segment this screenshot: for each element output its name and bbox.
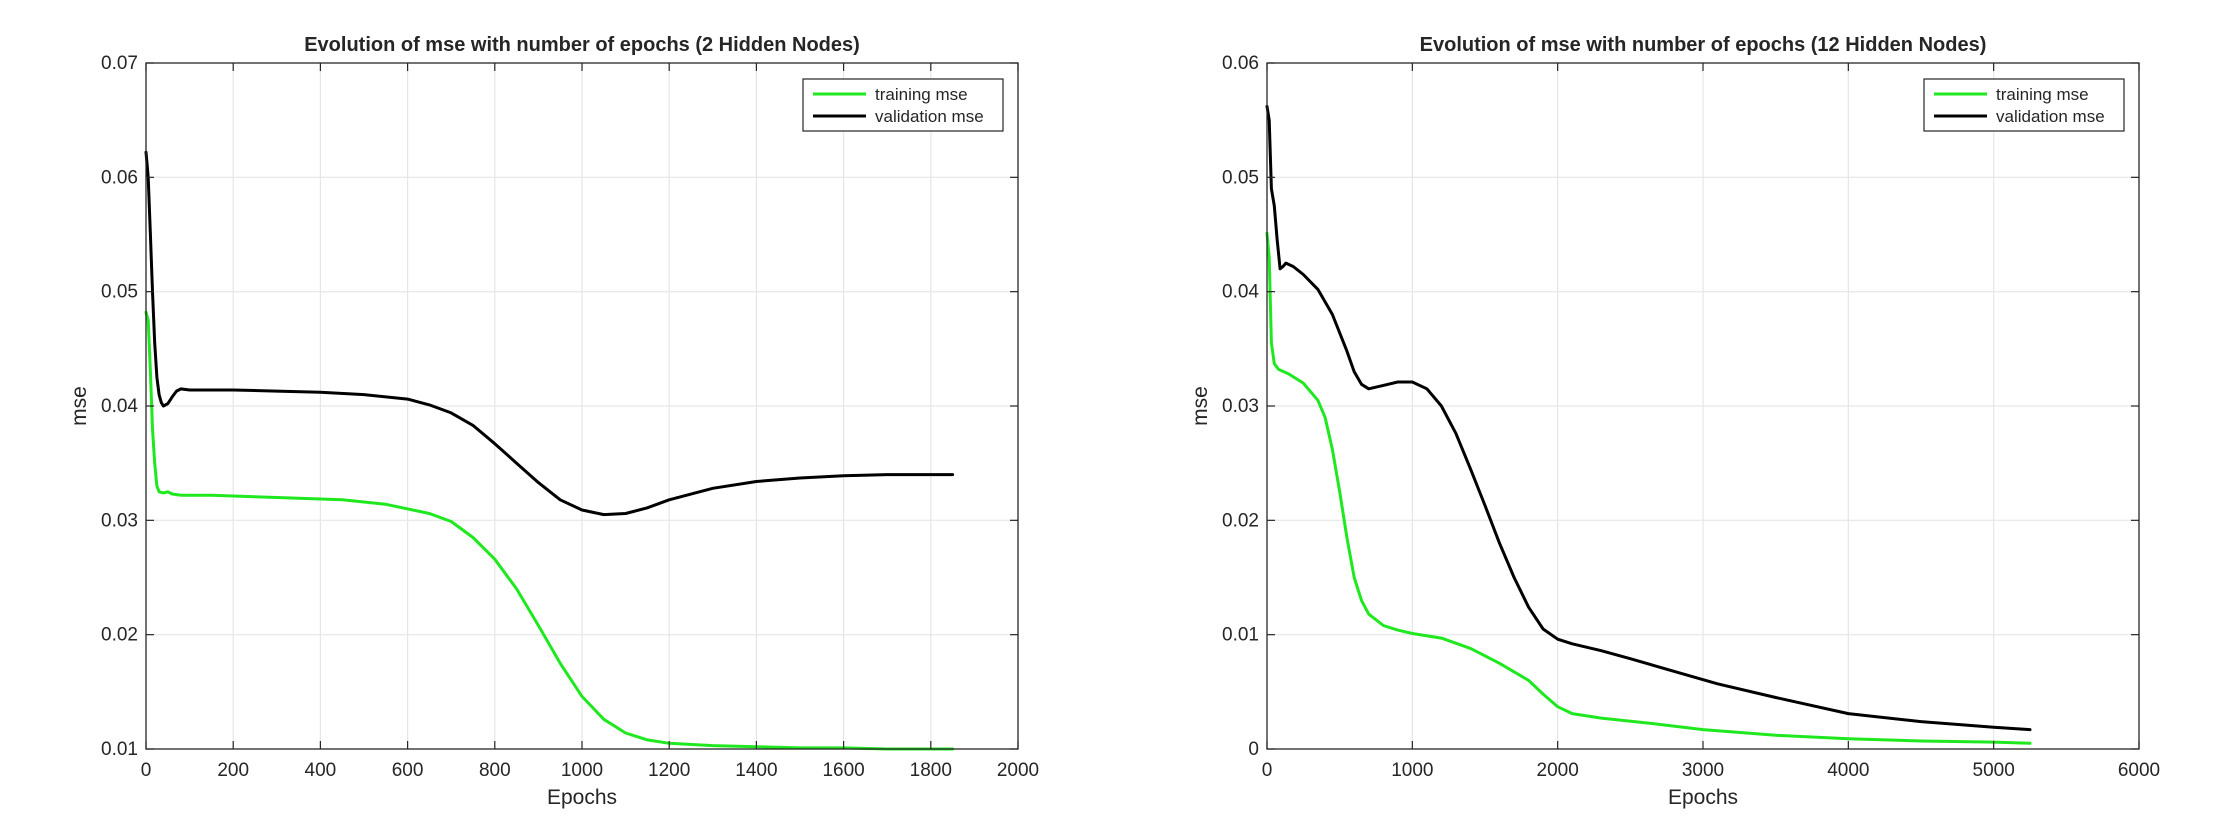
y-tick-label: 0.05 [101, 282, 138, 303]
x-tick-label: 800 [479, 760, 511, 781]
x-tick-label: 400 [305, 760, 337, 781]
legend-box [802, 78, 1004, 132]
y-tick-label: 0.03 [101, 510, 138, 531]
x-tick-label: 0 [1262, 760, 1273, 781]
chart-title: Evolution of mse with number of epochs (… [304, 34, 860, 56]
x-axis-label: Epochs [547, 786, 617, 809]
legend-box [1923, 78, 2125, 132]
x-axis-label: Epochs [1668, 786, 1738, 809]
series-line-training-mse [144, 310, 955, 751]
y-tick-label: 0.05 [1222, 167, 1259, 188]
x-tick-label: 6000 [2118, 760, 2160, 781]
x-tick-label: 1400 [735, 760, 777, 781]
legend: training mse validation mse [802, 78, 1004, 132]
y-tick-label: 0.02 [1222, 510, 1259, 531]
y-tick-label: 0.02 [101, 625, 138, 646]
y-tick-label: 0.04 [1222, 282, 1259, 303]
y-axis-label: mse [1189, 386, 1212, 426]
x-tick-label: 2000 [1537, 760, 1579, 781]
x-tick-label: 200 [217, 760, 249, 781]
series-line-validation-mse [1265, 104, 2032, 732]
x-tick-label: 1800 [910, 760, 952, 781]
x-tick-label: 1000 [561, 760, 603, 781]
chart-2-hidden-nodes: 0 200 400 600 800 1000 1200 1400 1600 1800 2000 0.0… [68, 34, 1039, 809]
x-tick-label: 5000 [1973, 760, 2015, 781]
y-tick-label: 0 [1248, 739, 1259, 760]
y-tick-label: 0.04 [101, 396, 138, 417]
legend-entry: validation mse [875, 107, 984, 126]
x-tick-label: 2000 [997, 760, 1039, 781]
legend-entry: training mse [1996, 85, 2089, 104]
legend: training mse validation mse [1923, 78, 2125, 132]
y-tick-label: 0.06 [101, 167, 138, 188]
y-tick-label: 0.01 [101, 739, 138, 760]
x-tick-label: 3000 [1682, 760, 1724, 781]
x-tick-label: 600 [392, 760, 424, 781]
x-tick-label: 1000 [1391, 760, 1433, 781]
chart-title: Evolution of mse with number of epochs (… [1420, 34, 1987, 56]
series-line-training-mse [1265, 231, 2032, 745]
legend-entry: training mse [875, 85, 968, 104]
x-tick-label: 0 [141, 760, 152, 781]
y-tick-label: 0.07 [101, 53, 138, 74]
x-tick-label: 1600 [822, 760, 864, 781]
chart-12-hidden-nodes: 0 1000 2000 3000 4000 5000 6000 0 0.01 0.02 0.03 0.… [1189, 34, 2160, 809]
x-tick-label: 1200 [648, 760, 690, 781]
y-tick-label: 0.03 [1222, 396, 1259, 417]
x-tick-label: 4000 [1827, 760, 1869, 781]
y-tick-label: 0.06 [1222, 53, 1259, 74]
series-line-validation-mse [144, 150, 955, 517]
y-axis-label: mse [68, 386, 91, 426]
legend-entry: validation mse [1996, 107, 2105, 126]
y-tick-label: 0.01 [1222, 625, 1259, 646]
